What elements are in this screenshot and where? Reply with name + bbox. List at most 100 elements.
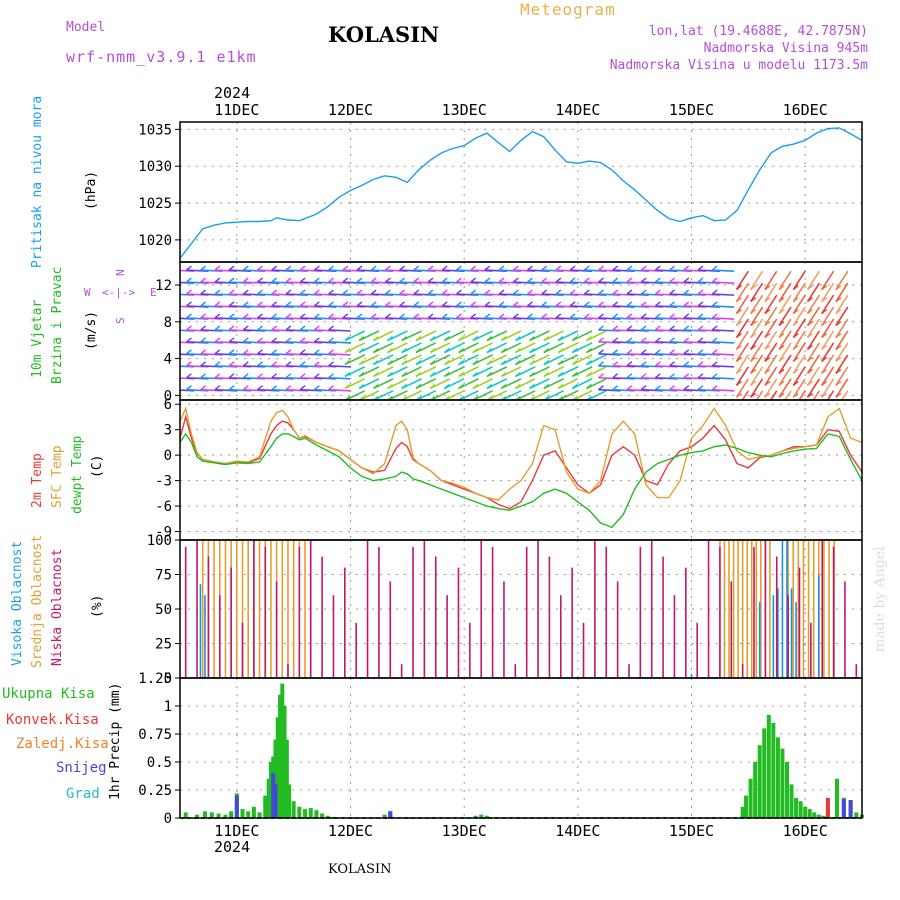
- wind-barb-tick: [370, 277, 377, 283]
- legend-conv: Konvek.Kisa: [6, 712, 99, 728]
- x-axis: 11DEC 11DEC 12DEC 12DEC 13DEC 13DEC 14DEC 14DEC…: [214, 101, 827, 840]
- wind-barb-tick: [285, 385, 292, 391]
- precip-bar: [216, 813, 221, 818]
- wind-barb-tick: [242, 337, 249, 343]
- wind-barb-tick: [313, 373, 320, 379]
- wind-barb: [571, 390, 593, 400]
- precip-bar: [766, 714, 771, 818]
- wind-barb-tick: [683, 361, 690, 367]
- wind-barb-tick: [557, 336, 564, 342]
- wind-barb-tick: [764, 392, 771, 398]
- wind-barb: [387, 342, 408, 354]
- wind-barb-tick: [529, 359, 536, 366]
- wind-barb-tick: [415, 347, 422, 354]
- meteogram-label: Meteogram: [520, 0, 616, 19]
- wind-barb: [358, 378, 380, 390]
- wind-ytick-label: 0: [164, 388, 172, 404]
- wind-barb: [486, 354, 508, 366]
- wind-barb-tick: [257, 301, 263, 307]
- wind-barb: [735, 330, 750, 350]
- wind-barb-tick: [736, 368, 742, 374]
- wind-barb-tick: [344, 359, 351, 366]
- precip-bar: [280, 683, 285, 818]
- wind-barb-tick: [598, 337, 604, 343]
- wind-barb: [358, 390, 380, 400]
- wind-barb-tick: [598, 385, 604, 391]
- pressure-ytick-label: 1030: [138, 159, 172, 175]
- wind-barb-tick: [669, 337, 675, 343]
- wind-barb-tick: [711, 313, 718, 319]
- pressure-ytick-label: 1035: [138, 122, 172, 138]
- wind-barb: [764, 306, 778, 327]
- wind-barb: [749, 366, 764, 386]
- wind-barb-tick: [387, 383, 393, 389]
- wind-barb-tick: [683, 301, 690, 307]
- wind-barb-tick: [472, 359, 479, 366]
- wind-barb-tick: [429, 371, 436, 377]
- wind-barb: [586, 342, 607, 354]
- wind-barb-tick: [792, 285, 799, 291]
- wind-barb-tick: [697, 373, 704, 379]
- wind-barb-tick: [214, 337, 221, 343]
- precip-bar: [794, 797, 799, 818]
- wind-barb: [764, 282, 778, 303]
- temp2m-line: [179, 414, 863, 510]
- wind-barb-tick: [313, 289, 320, 295]
- wind-barb-tick: [172, 290, 177, 294]
- pressure-frame: [179, 121, 863, 263]
- wind-barb: [749, 270, 764, 291]
- wind-barb-tick: [228, 277, 235, 283]
- wind-barb-tick: [683, 277, 690, 283]
- wind-barb-tick: [285, 289, 292, 295]
- wind-barb-tick: [498, 277, 505, 283]
- wind-barb-tick: [401, 359, 408, 366]
- wind-barb: [472, 378, 493, 390]
- wind-ytick-label: 8: [164, 315, 172, 331]
- wind-barb-tick: [458, 336, 465, 342]
- wind-barb-tick: [200, 313, 207, 319]
- wind-barb-tick: [500, 383, 507, 389]
- wind-barb-tick: [807, 309, 813, 315]
- day-label-bottom: 16DEC: [783, 822, 828, 840]
- wind-barb: [778, 318, 792, 338]
- cloud-ytick-label: 50: [155, 602, 172, 618]
- wind-barb-tick: [200, 385, 207, 391]
- wind-barb-tick: [415, 371, 422, 377]
- wind-barb: [735, 282, 750, 303]
- precip-ytick-label: 0: [164, 811, 172, 827]
- wind-barb-tick: [669, 325, 675, 331]
- wind-barb-tick: [711, 325, 718, 331]
- wind-barb-tick: [285, 349, 292, 355]
- wind-barb-tick: [401, 383, 408, 389]
- wind-barb-tick: [186, 301, 192, 307]
- precip-panel: 0 0.25 0.5 0.75 1 1.25: [138, 671, 864, 827]
- precip-bar: [223, 814, 228, 818]
- wind-barb: [515, 342, 536, 354]
- wind-barb-tick: [200, 289, 207, 295]
- day-label-top: 14DEC: [555, 101, 600, 119]
- precip-bar: [744, 795, 749, 818]
- wind-barb-tick: [835, 356, 842, 363]
- wind-barb-tick: [458, 359, 465, 366]
- precip-bar: [195, 814, 200, 818]
- wind-barb-tick: [736, 321, 742, 327]
- wind-barb-tick: [470, 313, 477, 319]
- sfc-temp-line: [179, 406, 863, 501]
- wind-barb-tick: [711, 337, 718, 343]
- wind-barb-tick: [807, 368, 813, 374]
- snow-bar: [271, 773, 276, 818]
- wind-barb-tick: [669, 301, 675, 307]
- wind-barb-tick: [612, 265, 619, 271]
- wind-barb-tick: [640, 337, 647, 343]
- wind-barb-tick: [555, 277, 562, 283]
- wind-barb-tick: [415, 359, 422, 366]
- wind-barb-tick: [626, 361, 633, 367]
- wind-barb: [806, 282, 821, 303]
- wind-barb-tick: [200, 349, 207, 355]
- wind-barb: [472, 330, 493, 342]
- wind-barb-tick: [583, 265, 590, 271]
- wind-barb-tick: [697, 349, 704, 355]
- temp-ytick-label: -3: [155, 474, 172, 490]
- wind-barb-tick: [214, 313, 221, 319]
- wind-barb: [821, 354, 835, 374]
